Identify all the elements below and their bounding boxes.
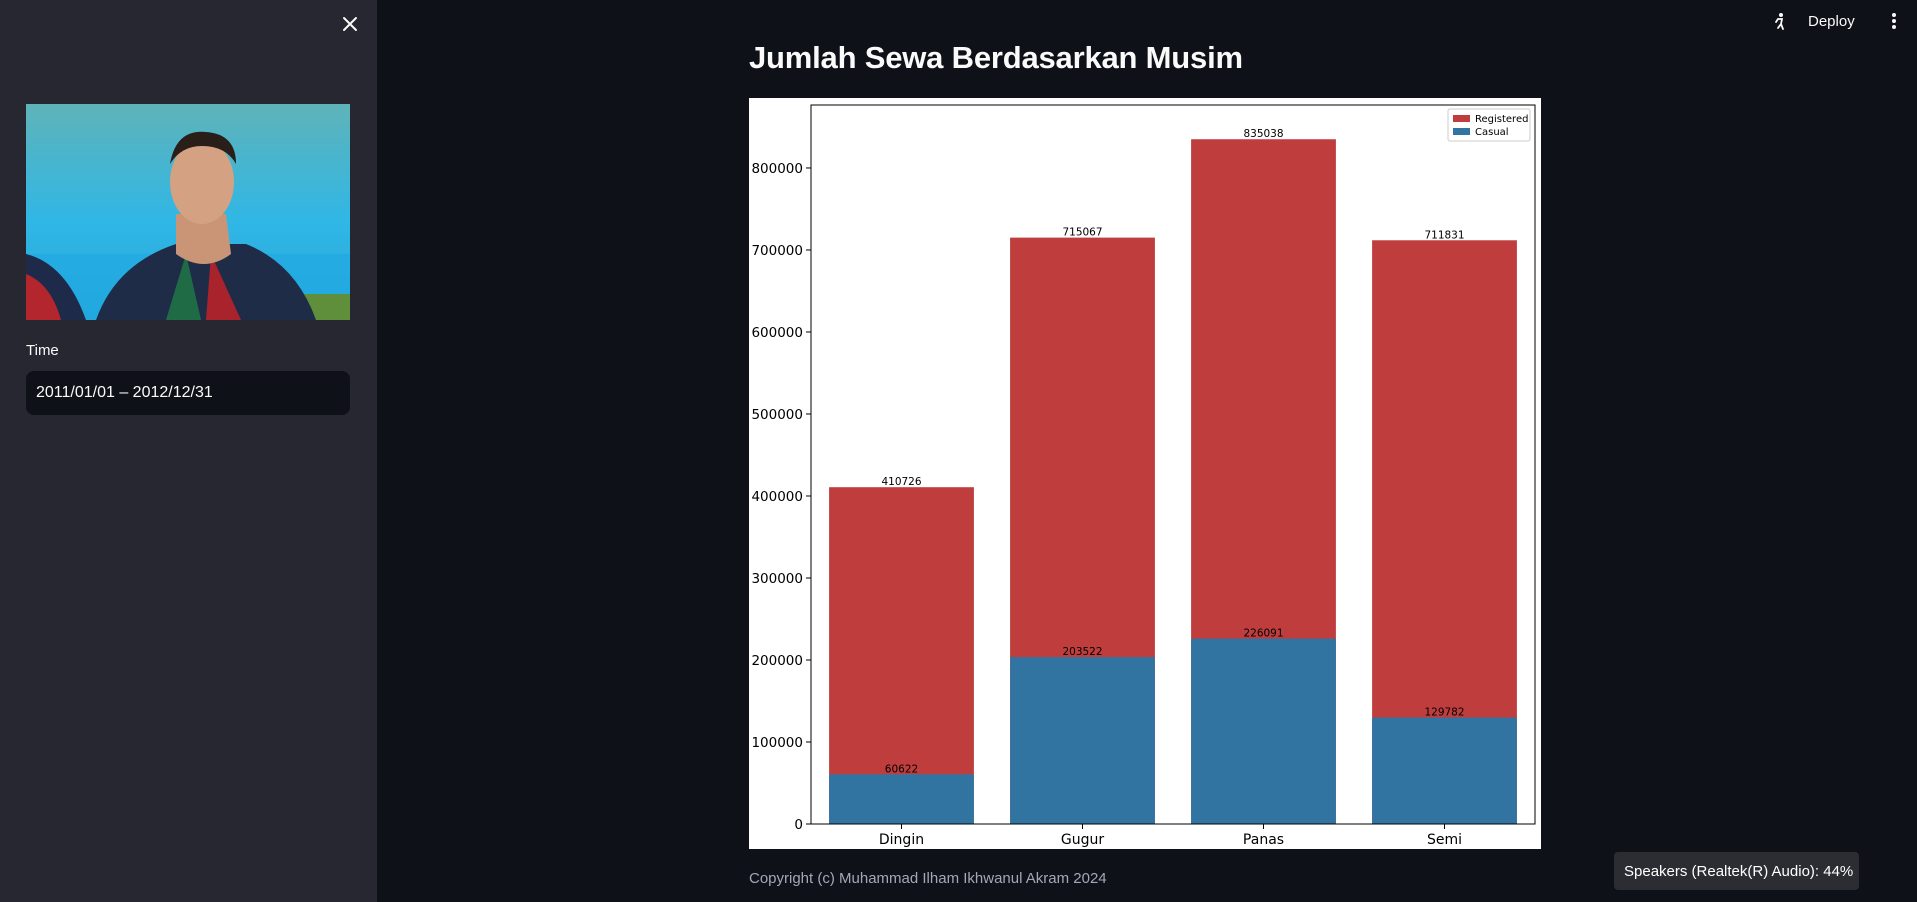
- y-tick-label: 0: [794, 817, 803, 833]
- y-tick-label: 200000: [751, 653, 803, 669]
- date-range-value: 2011/01/01 – 2012/12/31: [36, 384, 213, 401]
- deploy-button[interactable]: Deploy: [1808, 12, 1855, 30]
- y-tick-label: 500000: [751, 407, 803, 423]
- data-label-registered-semi: 711831: [1424, 229, 1464, 241]
- bar-registered-dingin: [829, 487, 974, 824]
- season-rental-chart: 410726 715067 835038 711831 60622 203522 22609…: [749, 98, 1541, 849]
- x-tick-label-dingin: Dingin: [879, 832, 924, 848]
- x-tick-label-gugur: Gugur: [1061, 832, 1104, 848]
- y-tick-label: 700000: [751, 243, 803, 259]
- running-status-button[interactable]: [1769, 10, 1791, 32]
- main-menu-button[interactable]: [1883, 10, 1905, 32]
- data-label-registered-dingin: 410726: [881, 476, 921, 488]
- y-tick-label: 800000: [751, 161, 803, 177]
- data-label-registered-panas: 835038: [1243, 128, 1283, 140]
- bar-casual-semi: [1372, 717, 1517, 824]
- y-tick-label: 100000: [751, 735, 803, 751]
- data-label-registered-gugur: 715067: [1062, 227, 1102, 239]
- plot-frame: [810, 104, 1536, 825]
- sidebar: Time 2011/01/01 – 2012/12/31: [0, 0, 377, 902]
- bar-chart-svg: 410726 715067 835038 711831 60622 203522 22609…: [751, 104, 1536, 848]
- close-sidebar-button[interactable]: [336, 10, 364, 38]
- y-tick-label: 600000: [751, 325, 803, 341]
- copyright-footer: Copyright (c) Muhammad Ilham Ikhwanul Ak…: [749, 870, 1107, 887]
- y-tick-label: 400000: [751, 489, 803, 505]
- bar-casual-gugur: [1010, 657, 1155, 824]
- date-range-input[interactable]: 2011/01/01 – 2012/12/31: [26, 371, 350, 415]
- profile-photo: [26, 104, 350, 320]
- bar-casual-panas: [1191, 638, 1336, 824]
- running-man-icon: [1775, 13, 1784, 30]
- legend-label-casual: Casual: [1475, 127, 1509, 138]
- page-title: Jumlah Sewa Berdasarkan Musim: [749, 40, 1243, 75]
- volume-toast: Speakers (Realtek(R) Audio): 44%: [1614, 852, 1859, 890]
- y-tick-label: 300000: [751, 571, 803, 587]
- bar-casual-dingin: [829, 774, 974, 824]
- x-tick-label-semi: Semi: [1427, 832, 1462, 848]
- legend-swatch-casual: [1453, 128, 1470, 135]
- legend-swatch-registered: [1453, 115, 1470, 122]
- x-tick-label-panas: Panas: [1243, 832, 1284, 848]
- data-label-casual-dingin: 60622: [885, 763, 918, 775]
- data-label-casual-gugur: 203522: [1062, 646, 1102, 658]
- legend-label-registered: Registered: [1475, 114, 1528, 125]
- data-label-casual-semi: 129782: [1424, 707, 1464, 719]
- close-icon: [343, 17, 357, 31]
- data-label-casual-panas: 226091: [1243, 628, 1283, 640]
- time-label: Time: [26, 342, 59, 359]
- kebab-menu-icon: [1892, 13, 1896, 29]
